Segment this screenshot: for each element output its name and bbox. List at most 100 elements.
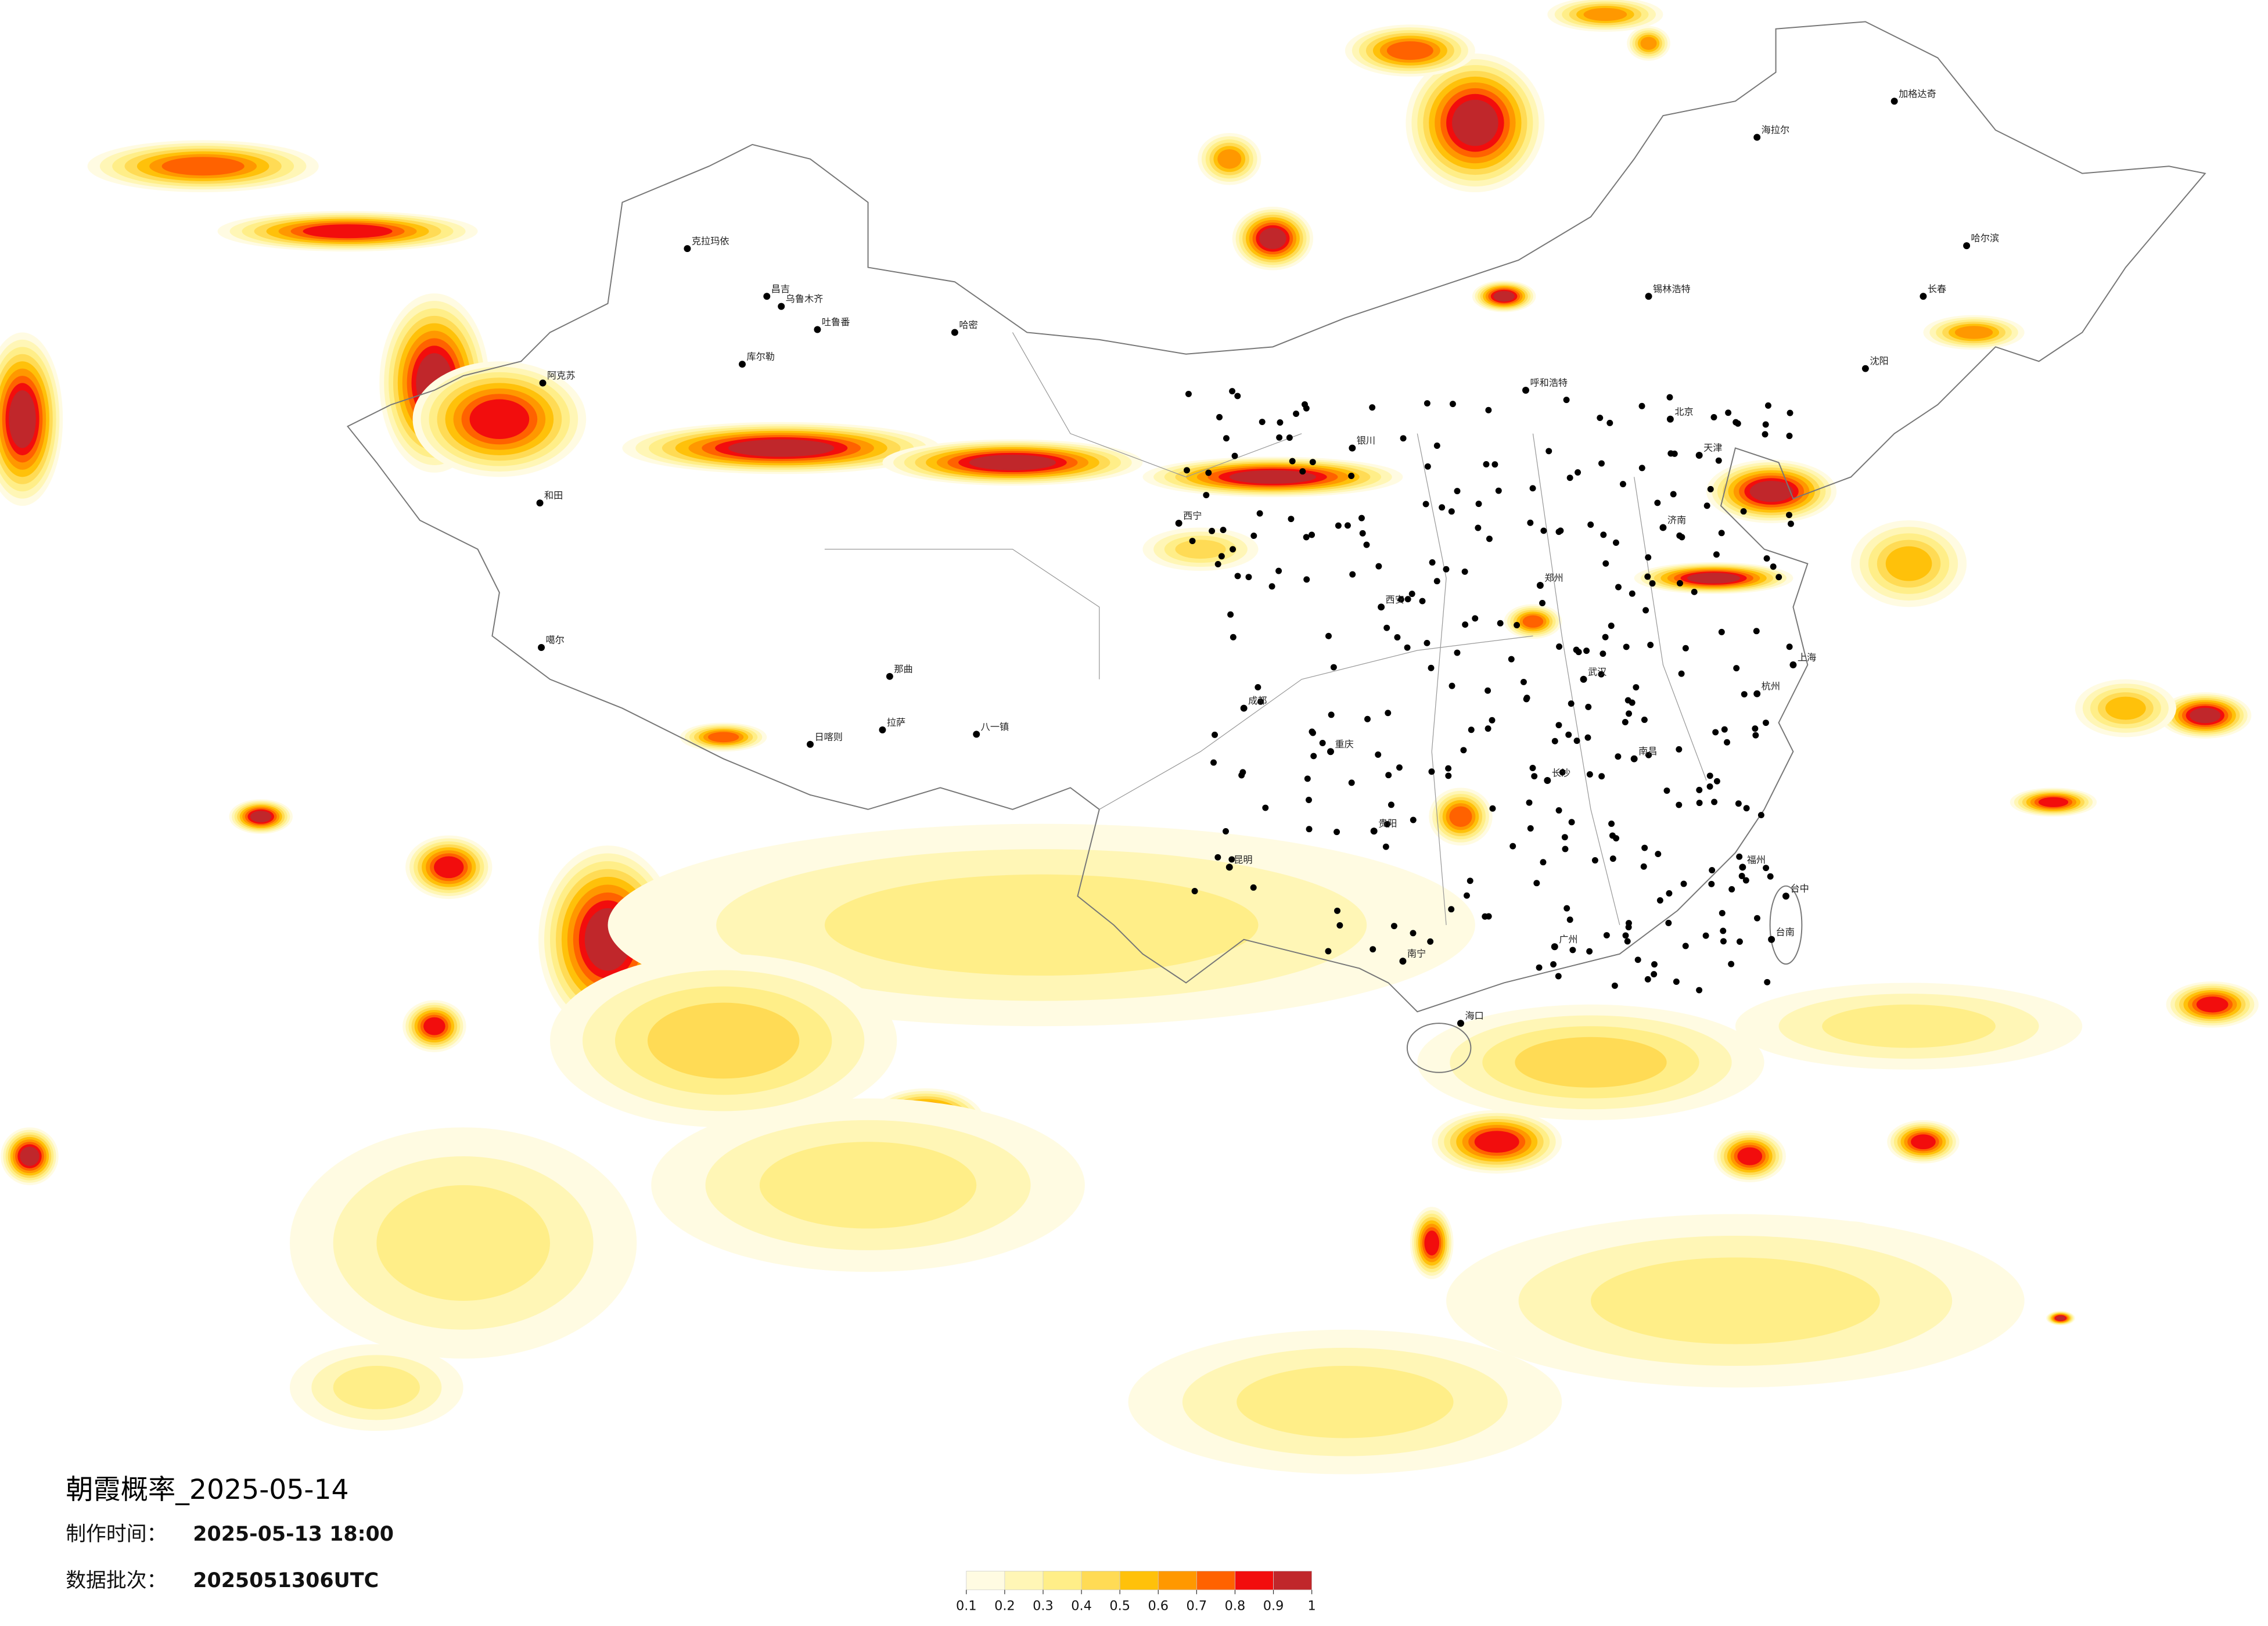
city-dot (1691, 588, 1698, 595)
city-dot (1786, 643, 1793, 650)
city-dot (1400, 435, 1407, 442)
city-dot (1920, 293, 1927, 300)
city-dot (1259, 419, 1266, 426)
city-dot (1551, 943, 1558, 951)
city-dot (1229, 388, 1236, 395)
city-dot (1523, 695, 1530, 702)
city-dot (1678, 670, 1685, 677)
city-dot (1303, 576, 1310, 583)
city-dot (1203, 492, 1210, 499)
city-dot (1602, 634, 1609, 641)
city-dot (1250, 884, 1257, 891)
city-label: 日喀则 (814, 731, 842, 742)
city-dot (1520, 678, 1527, 685)
city-label: 昌吉 (771, 283, 790, 294)
city-dot (1633, 684, 1640, 691)
city-label: 长春 (1928, 283, 1946, 294)
city-dot (1753, 134, 1761, 141)
city-dot (1634, 956, 1641, 963)
city-dot (1671, 450, 1678, 457)
city-dot (1753, 690, 1761, 697)
city-dot (1666, 415, 1674, 423)
city-label: 哈密 (959, 319, 977, 330)
city-dot (1752, 732, 1759, 739)
city-dot (1736, 938, 1743, 945)
city-label: 西宁 (1183, 510, 1202, 521)
city-dot (1527, 519, 1534, 526)
city-dot (1682, 645, 1689, 652)
colorbar-swatch (1196, 1571, 1235, 1591)
city-dot (1495, 487, 1502, 494)
city-dot (1764, 402, 1771, 409)
city-dot (1348, 779, 1355, 786)
probability-area (1749, 480, 1793, 502)
city-label: 锡林浩特 (1653, 283, 1691, 294)
probability-area (20, 1146, 39, 1166)
probability-area (2038, 797, 2069, 807)
city-dot (1702, 932, 1709, 939)
city-dot (1218, 553, 1225, 560)
city-dot (1464, 892, 1470, 899)
city-dot (1255, 684, 1261, 690)
probability-area (1237, 1366, 1454, 1438)
probability-area (1493, 291, 1515, 302)
city-dot (1644, 573, 1651, 580)
city-dot (1555, 807, 1562, 814)
city-dot (1713, 778, 1720, 785)
probability-area (728, 439, 835, 457)
city-dot (1462, 621, 1469, 628)
city-dot (1238, 772, 1245, 779)
city-label: 吐鲁番 (822, 316, 850, 328)
probability-area (1386, 41, 1433, 60)
city-dot (1191, 887, 1198, 894)
city-dot (1787, 520, 1794, 527)
city-dot (1645, 554, 1652, 561)
city-dot (1676, 746, 1683, 753)
city-label: 北京 (1674, 406, 1693, 417)
probability-area (1687, 573, 1741, 584)
city-dot (1645, 293, 1652, 300)
city-label: 阿克苏 (547, 370, 575, 381)
city-dot (1428, 768, 1435, 775)
city-dot (1527, 825, 1534, 832)
colorbar-tick-label: 0.2 (994, 1599, 1015, 1614)
city-dot (1228, 856, 1235, 863)
city-dot (1358, 515, 1365, 521)
city-dot (1486, 535, 1493, 542)
colorbar-swatch (1004, 1571, 1044, 1591)
city-dot (1536, 964, 1543, 971)
colorbar-tick-label: 0.4 (1071, 1599, 1092, 1614)
city-label: 杭州 (1762, 681, 1780, 692)
probability-area (161, 157, 245, 176)
city-dot (1404, 644, 1411, 651)
city-dot (1382, 843, 1389, 850)
city-dot (1475, 501, 1482, 508)
city-dot (1600, 650, 1606, 657)
city-dot (1240, 704, 1248, 712)
city-dot (1277, 419, 1284, 426)
city-dot (1375, 563, 1382, 570)
probability-area (376, 1185, 550, 1301)
city-dot (1763, 555, 1770, 562)
city-dot (1359, 530, 1366, 537)
city-dot (1770, 563, 1777, 570)
city-label: 西安 (1386, 594, 1404, 605)
city-label: 沈阳 (1870, 355, 1888, 366)
city-dot (1445, 765, 1452, 772)
probability-area (1424, 1231, 1440, 1256)
city-dot (1234, 393, 1241, 400)
city-dot (1615, 753, 1622, 760)
city-label: 海口 (1465, 1010, 1483, 1021)
colorbar-tick-label: 0.1 (956, 1599, 977, 1614)
city-dot (1489, 805, 1496, 812)
city-label: 成都 (1248, 695, 1267, 706)
city-dot (1738, 872, 1745, 879)
city-dot (1310, 753, 1317, 760)
city-dot (1640, 863, 1647, 870)
city-dot (1735, 800, 1742, 807)
city-dot (1569, 947, 1576, 954)
city-dot (1763, 865, 1770, 872)
city-dot (1485, 725, 1491, 732)
city-dot (1302, 401, 1308, 408)
